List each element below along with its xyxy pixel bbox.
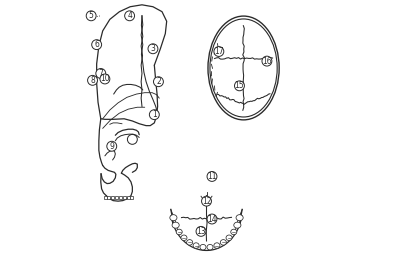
Circle shape (148, 44, 158, 54)
Text: 2: 2 (156, 77, 161, 86)
Ellipse shape (207, 245, 213, 250)
Text: 7: 7 (98, 69, 103, 78)
Ellipse shape (203, 198, 210, 204)
Bar (111, 196, 114, 199)
Circle shape (100, 74, 110, 84)
Circle shape (150, 110, 159, 120)
Text: 14: 14 (207, 214, 217, 224)
Text: 3: 3 (150, 44, 155, 53)
Ellipse shape (170, 215, 177, 221)
Text: 17: 17 (214, 47, 224, 56)
Text: 15: 15 (235, 81, 244, 90)
Bar (115, 196, 118, 199)
Bar (104, 196, 107, 199)
Circle shape (125, 11, 135, 21)
Ellipse shape (234, 222, 241, 228)
Text: 1: 1 (152, 110, 157, 119)
Circle shape (96, 68, 106, 78)
Ellipse shape (226, 235, 232, 240)
Ellipse shape (172, 222, 179, 228)
Ellipse shape (193, 243, 199, 248)
Circle shape (88, 75, 97, 85)
Ellipse shape (231, 229, 237, 235)
Bar (131, 196, 133, 199)
Text: 13: 13 (196, 227, 206, 236)
Circle shape (214, 47, 224, 56)
Ellipse shape (220, 240, 226, 245)
Circle shape (107, 141, 117, 151)
Bar (119, 196, 122, 199)
Text: 6: 6 (94, 40, 99, 49)
Bar (107, 196, 110, 199)
Text: 12: 12 (202, 197, 211, 206)
Text: 4: 4 (127, 11, 132, 20)
Ellipse shape (210, 19, 277, 117)
Text: 8: 8 (90, 76, 95, 85)
Text: 11: 11 (207, 172, 217, 181)
Circle shape (262, 56, 272, 66)
Circle shape (235, 81, 244, 91)
Circle shape (154, 77, 164, 87)
Circle shape (207, 214, 217, 224)
Bar (123, 196, 126, 199)
Text: 9: 9 (109, 142, 114, 151)
Circle shape (92, 40, 102, 50)
Circle shape (202, 196, 211, 206)
Ellipse shape (187, 240, 193, 245)
Circle shape (207, 171, 217, 181)
Ellipse shape (181, 235, 187, 240)
Circle shape (86, 11, 96, 21)
Ellipse shape (200, 245, 206, 250)
Bar (127, 196, 130, 199)
Ellipse shape (176, 229, 182, 235)
Ellipse shape (236, 215, 243, 221)
Ellipse shape (214, 243, 220, 248)
Text: 10: 10 (100, 75, 110, 83)
Text: 5: 5 (89, 11, 94, 20)
Circle shape (196, 226, 206, 236)
Text: 16: 16 (262, 57, 272, 66)
